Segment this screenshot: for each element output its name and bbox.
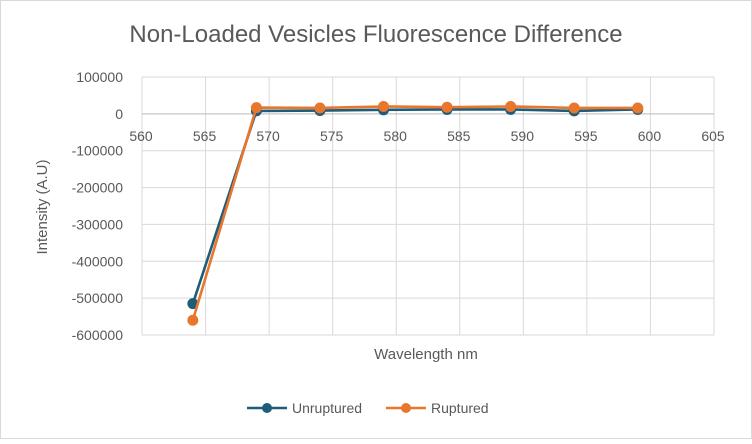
chart-title: Non-Loaded Vesicles Fluorescence Differe… bbox=[129, 21, 622, 48]
y-tick-label: -400000 bbox=[72, 253, 124, 269]
x-tick-label: 590 bbox=[511, 128, 535, 144]
data-point-ruptured bbox=[314, 102, 326, 114]
x-tick-label: 560 bbox=[129, 128, 153, 144]
data-point-ruptured bbox=[568, 102, 580, 114]
legend-label: Unruptured bbox=[292, 400, 362, 416]
x-tick-label: 565 bbox=[193, 128, 217, 144]
data-point-ruptured bbox=[378, 100, 390, 112]
y-tick-label: -500000 bbox=[72, 290, 124, 306]
legend-label: Ruptured bbox=[431, 400, 489, 416]
data-point-ruptured bbox=[187, 314, 199, 326]
y-tick-label: -600000 bbox=[72, 327, 124, 343]
y-tick-label: 100000 bbox=[76, 69, 123, 85]
x-tick-label: 595 bbox=[574, 128, 598, 144]
y-tick-label: -300000 bbox=[72, 216, 124, 232]
series-line-ruptured bbox=[191, 105, 638, 321]
legend-item-unruptured: Unruptured bbox=[247, 400, 362, 416]
data-point-ruptured bbox=[505, 100, 517, 112]
y-axis-label: Intensity (A.U) bbox=[34, 159, 51, 254]
x-tick-label: 570 bbox=[256, 128, 280, 144]
series-line-unruptured bbox=[191, 108, 638, 305]
data-point-ruptured bbox=[250, 102, 262, 114]
y-tick-label: -100000 bbox=[72, 143, 124, 159]
y-tick-label: 0 bbox=[115, 106, 123, 122]
axes: 100000 0 -100000 -200000 -300000 -400000 -5000… bbox=[72, 69, 725, 343]
x-axis-label: Wavelength nm bbox=[374, 346, 478, 363]
x-tick-label: 605 bbox=[701, 128, 725, 144]
data-point-ruptured bbox=[632, 102, 644, 114]
legend: Unruptured Ruptured bbox=[247, 400, 489, 416]
legend-marker-swatch bbox=[401, 403, 411, 413]
series-lines bbox=[187, 100, 644, 326]
y-tick-label: -200000 bbox=[72, 180, 124, 196]
legend-marker-swatch bbox=[262, 403, 272, 413]
data-point-ruptured bbox=[441, 101, 453, 113]
x-tick-label: 585 bbox=[447, 128, 471, 144]
legend-item-ruptured: Ruptured bbox=[386, 400, 489, 416]
x-tick-label: 580 bbox=[384, 128, 408, 144]
x-tick-label: 575 bbox=[320, 128, 344, 144]
x-tick-label: 600 bbox=[638, 128, 662, 144]
